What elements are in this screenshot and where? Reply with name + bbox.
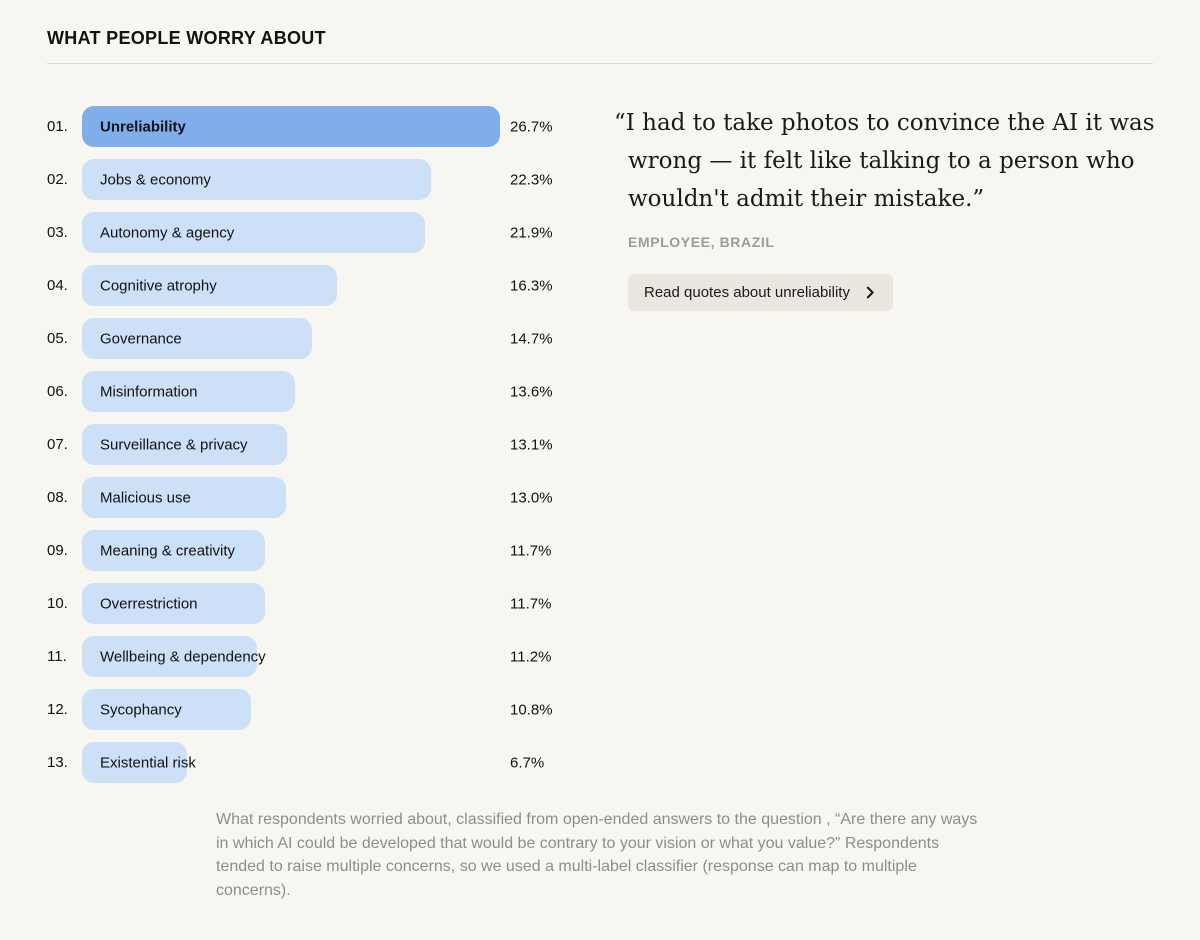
bar[interactable] <box>82 583 265 624</box>
chart-row[interactable]: 09. Meaning & creativity 11.7% <box>47 530 607 571</box>
bar[interactable] <box>82 742 187 783</box>
chart-row[interactable]: 06. Misinformation 13.6% <box>47 371 607 412</box>
row-rank: 07. <box>47 436 68 453</box>
chart-row[interactable]: 10. Overrestriction 11.7% <box>47 583 607 624</box>
chart-row[interactable]: 12. Sycophancy 10.8% <box>47 689 607 730</box>
bar-value: 10.8% <box>510 701 553 718</box>
bar-track: Cognitive atrophy <box>82 265 607 306</box>
bar[interactable] <box>82 212 425 253</box>
bar-label: Autonomy & agency <box>100 224 235 241</box>
bar-value: 11.7% <box>510 595 552 612</box>
chart-row[interactable]: 01. Unreliability 26.7% <box>47 106 607 147</box>
bar[interactable] <box>82 530 265 571</box>
row-rank: 09. <box>47 542 68 559</box>
chart-row[interactable]: 11. Wellbeing & dependency 11.2% <box>47 636 607 677</box>
bar-value: 11.7% <box>510 542 552 559</box>
row-rank: 04. <box>47 277 68 294</box>
worry-bar-chart: 01. Unreliability 26.7% 02. Jobs & economy 22… <box>47 106 607 795</box>
bar-value: 14.7% <box>510 330 553 347</box>
chart-row[interactable]: 05. Governance 14.7% <box>47 318 607 359</box>
bar[interactable] <box>82 265 337 306</box>
bar-label: Malicious use <box>100 489 191 506</box>
bar-value: 11.2% <box>510 648 552 665</box>
bar-track: Surveillance & privacy <box>82 424 607 465</box>
chart-row[interactable]: 02. Jobs & economy 22.3% <box>47 159 607 200</box>
bar-label: Cognitive atrophy <box>100 277 217 294</box>
chart-row[interactable]: 08. Malicious use 13.0% <box>47 477 607 518</box>
bar-track: Autonomy & agency <box>82 212 607 253</box>
row-rank: 05. <box>47 330 68 347</box>
row-rank: 01. <box>47 118 68 135</box>
chart-row[interactable]: 07. Surveillance & privacy 13.1% <box>47 424 607 465</box>
bar-track: Existential risk <box>82 742 607 783</box>
bar-label: Jobs & economy <box>100 171 211 188</box>
bar-value: 6.7% <box>510 754 545 771</box>
bar-value: 16.3% <box>510 277 553 294</box>
quote-attribution: EMPLOYEE, BRAZIL <box>628 234 775 250</box>
quote-text: “I had to take photos to convince the AI… <box>614 110 1155 212</box>
bar[interactable] <box>82 371 295 412</box>
bar-track: Unreliability <box>82 106 607 147</box>
bar-value: 26.7% <box>510 118 553 135</box>
read-quotes-button[interactable]: Read quotes about unreliability <box>628 274 893 311</box>
chart-footnote: What respondents worried about, classifi… <box>216 811 978 899</box>
row-rank: 03. <box>47 224 68 241</box>
bar[interactable] <box>82 318 312 359</box>
bar-track: Misinformation <box>82 371 607 412</box>
bar-value: 22.3% <box>510 171 553 188</box>
row-rank: 13. <box>47 754 68 771</box>
row-rank: 11. <box>47 648 67 665</box>
bar[interactable] <box>82 424 287 465</box>
bar-value: 13.6% <box>510 383 553 400</box>
bar-label: Governance <box>100 330 182 347</box>
row-rank: 12. <box>47 701 68 718</box>
bar-track: Malicious use <box>82 477 607 518</box>
bar-track: Meaning & creativity <box>82 530 607 571</box>
chart-row[interactable]: 13. Existential risk 6.7% <box>47 742 607 783</box>
bar-track: Wellbeing & dependency <box>82 636 607 677</box>
header-divider <box>47 63 1153 64</box>
row-rank: 08. <box>47 489 68 506</box>
row-rank: 10. <box>47 595 68 612</box>
page-title: WHAT PEOPLE WORRY ABOUT <box>47 28 326 48</box>
row-rank: 02. <box>47 171 68 188</box>
bar-track: Overrestriction <box>82 583 607 624</box>
bar[interactable] <box>82 689 251 730</box>
bar-label: Surveillance & privacy <box>100 436 248 453</box>
bar[interactable] <box>82 106 500 147</box>
header: WHAT PEOPLE WORRY ABOUT <box>47 28 1153 64</box>
read-quotes-button-label: Read quotes about unreliability <box>644 284 850 301</box>
bar-label: Unreliability <box>100 118 186 135</box>
bar-label: Existential risk <box>100 754 196 771</box>
bar-label: Sycophancy <box>100 701 182 718</box>
bar-label: Misinformation <box>100 383 198 400</box>
bar-track: Jobs & economy <box>82 159 607 200</box>
bar-value: 13.1% <box>510 436 553 453</box>
chart-row[interactable]: 03. Autonomy & agency 21.9% <box>47 212 607 253</box>
bar-value: 21.9% <box>510 224 553 241</box>
bar-value: 13.0% <box>510 489 553 506</box>
bar-label: Meaning & creativity <box>100 542 236 559</box>
quote-panel: “I had to take photos to convince the AI… <box>614 104 1158 311</box>
bar[interactable] <box>82 159 431 200</box>
bar-track: Sycophancy <box>82 689 607 730</box>
bar-track: Governance <box>82 318 607 359</box>
bar-label: Overrestriction <box>100 595 198 612</box>
bar-label: Wellbeing & dependency <box>100 648 266 665</box>
row-rank: 06. <box>47 383 68 400</box>
chart-row[interactable]: 04. Cognitive atrophy 16.3% <box>47 265 607 306</box>
bar[interactable] <box>82 477 286 518</box>
bar[interactable] <box>82 636 257 677</box>
chevron-right-icon <box>864 286 877 299</box>
